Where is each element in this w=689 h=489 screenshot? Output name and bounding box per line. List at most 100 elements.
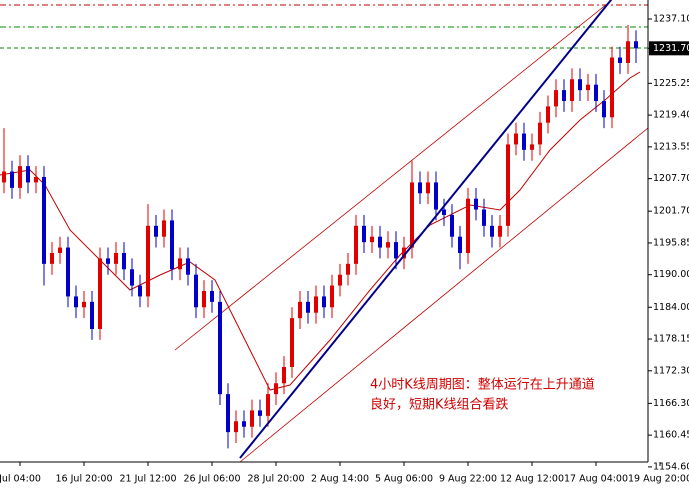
candle-body [114,252,118,264]
candle-body [170,220,174,270]
candle-body [522,133,526,150]
candle-body [402,247,406,259]
candle-body [194,274,198,308]
candle-body [226,394,230,433]
candle-body [146,225,150,297]
x-tick-label: 17 Aug 04:00 [564,474,628,485]
y-tick-label: 1172.30 [653,365,689,376]
candle-body [594,84,598,101]
price-box [649,41,689,56]
annotation: 4小时K线周期图：整体运行在上升通道 [370,378,595,393]
candle-body [634,41,638,49]
x-tick-label: Jul 04:00 [0,474,41,485]
candle-body [210,290,214,302]
x-tick-label: 21 Jul 12:00 [120,474,177,485]
x-tick-label: 19 Aug 20:00 [628,474,689,485]
candle-body [410,182,414,248]
candle-body [626,41,630,63]
candle-body [506,144,510,226]
candle-body [386,242,390,248]
candle-body [418,182,422,194]
candle-body [378,236,382,248]
candle-body [138,285,142,297]
candle-body [618,57,622,63]
candle-body [490,225,494,237]
candle-body [122,252,126,270]
candle-body [66,247,70,297]
annotation: 良好，短期K线组合看跌 [370,397,509,413]
candle-body [346,263,350,275]
candle-body [562,90,566,101]
x-tick-label: 26 Jul 06:00 [184,474,241,485]
candle-body [82,301,86,308]
candle-body [586,84,590,91]
candle-body [514,133,518,145]
candle-body [74,296,78,308]
candle-body [426,182,430,194]
candle-body [338,274,342,286]
candle-body [266,394,270,416]
candle-body [18,166,22,188]
candle-body [26,166,30,183]
candle-body [482,209,486,226]
candle-body [306,301,310,313]
candle-body [434,182,438,210]
candle-body [498,225,502,237]
candle-body [570,79,574,101]
candle-body [218,301,222,395]
y-tick-label: 1195.85 [653,237,689,248]
candle-body [602,100,606,118]
y-tick-label: 1237.10 [653,14,689,25]
candle-body [130,269,134,286]
y-tick-label: 1160.45 [653,430,689,441]
x-tick-label: 2 Aug 14:00 [311,474,369,485]
y-tick-label: 1154.60 [653,461,689,472]
candle-body [442,209,446,215]
candle-body [298,301,302,319]
x-tick-label: 28 Jul 20:00 [248,474,305,485]
candle-body [42,176,46,264]
x-tick-label: 5 Aug 06:00 [375,474,433,485]
candle-body [162,220,166,237]
y-tick-label: 1225.25 [653,78,689,89]
candle-body [290,318,294,367]
moving-average [0,71,641,391]
candle-body [2,171,6,183]
candle-body [330,285,334,308]
candle-body [538,122,542,145]
candle-body [466,198,470,253]
candle-body [10,171,14,188]
candle-body [362,225,366,243]
candle-body [530,144,534,150]
candle-body [282,366,286,384]
x-tick-label: 9 Aug 22:00 [439,474,497,485]
candle-body [450,214,454,237]
y-tick-label: 1207.70 [653,173,689,184]
candle-body [98,258,102,329]
x-tick-label: 12 Aug 12:00 [500,474,564,485]
candle-body [314,296,318,313]
y-tick-label: 1231.70 [653,43,689,54]
y-tick-label: 1190.00 [653,269,689,280]
y-tick-label: 1184.00 [653,302,689,313]
candle-body [578,79,582,91]
candle-body [234,421,238,433]
candle-body [202,290,206,308]
candle-body [474,198,478,210]
y-tick-label: 1166.30 [653,398,689,409]
candle-body [274,383,278,395]
y-tick-label: 1213.55 [653,141,689,152]
candle-body [178,258,182,270]
candles [2,24,638,449]
candle-body [34,176,38,183]
candle-body [58,247,62,253]
y-tick-label: 1201.70 [653,206,689,217]
candle-body [50,252,54,264]
candle-body [458,236,462,253]
candle-body [370,236,374,243]
candle-body [242,421,246,427]
candle-body [106,258,110,264]
